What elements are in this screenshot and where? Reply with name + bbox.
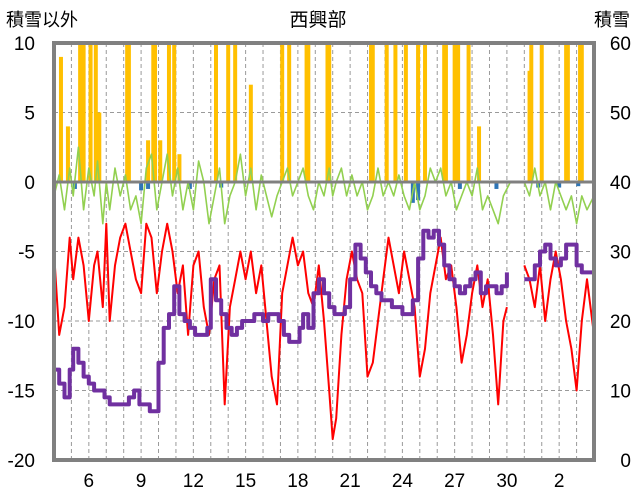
snow_depth-line <box>54 228 509 414</box>
snowfall-bar <box>452 43 457 182</box>
plot-frame <box>52 41 596 462</box>
negative_bar-bar <box>576 182 581 187</box>
left-tick-label: -10 <box>8 312 35 333</box>
left-tick-label: -20 <box>8 451 35 472</box>
x-tick-label: 15 <box>235 471 256 492</box>
snowfall-bar <box>443 43 448 182</box>
negative_bar-bar <box>416 182 421 201</box>
x-tick-label: 18 <box>287 471 308 492</box>
left-tick-label: 0 <box>24 173 35 194</box>
x-tick-label: 24 <box>392 471 414 492</box>
snowfall-bar <box>226 43 231 182</box>
left-axis-ticks: 10 5 0 -5 -10 -15 -20 <box>8 34 35 472</box>
lines-layer <box>53 146 595 441</box>
snowfall-bar <box>97 112 102 182</box>
snowfall-bar <box>565 43 570 182</box>
snowfall-bar <box>393 43 398 182</box>
snowfall-bar <box>466 43 471 182</box>
snowfall-bar <box>177 154 182 182</box>
left-tick-label: -5 <box>18 243 35 264</box>
snowfall-bar <box>158 140 163 182</box>
snowfall-bar <box>370 43 375 182</box>
snowfall-bar <box>416 43 421 182</box>
negative_bar-bar <box>139 182 144 191</box>
right-tick-label: 30 <box>610 243 631 264</box>
snowfall-bar <box>166 43 171 182</box>
right-tick-label: 60 <box>610 34 631 55</box>
snowfall-bar <box>287 43 292 182</box>
snowfall-bar <box>78 43 83 182</box>
x-tick-label: 21 <box>340 471 361 492</box>
negative_bar-bar <box>557 182 562 188</box>
negative_bar-bar <box>494 182 499 189</box>
snowfall-bar <box>81 43 86 182</box>
snow_depth-line <box>524 242 594 282</box>
left-axis-title: 積雪以外 <box>6 10 78 30</box>
bars-layer <box>58 43 584 203</box>
snowfall-bar <box>529 43 534 182</box>
negative_bar-bar <box>187 182 192 189</box>
snowfall-bar <box>403 43 408 182</box>
right-tick-label: 10 <box>610 382 631 403</box>
snowfall-bar <box>539 43 544 182</box>
snowfall-bar <box>58 56 63 182</box>
snowfall-bar <box>280 43 285 182</box>
x-tick-label: 12 <box>183 471 204 492</box>
temp_anomaly-line <box>523 167 595 225</box>
snowfall-bar <box>172 43 177 182</box>
temperature-line <box>53 222 508 441</box>
chart-title: 西興部 <box>289 9 346 31</box>
x-axis-ticks: 6 9 12 15 18 21 24 27 30 2 <box>84 471 565 492</box>
snowfall-bar <box>384 43 389 182</box>
snowfall-bar <box>327 43 332 182</box>
snowfall-bar <box>306 43 311 182</box>
negative_bar-bar <box>146 182 151 189</box>
snowfall-bar <box>126 43 131 182</box>
plot-frame-layer <box>52 41 596 462</box>
right-axis-title: 積雪 <box>594 10 630 30</box>
right-tick-label: 50 <box>610 104 631 125</box>
negative_bar-bar <box>457 182 462 189</box>
x-tick-label: 2 <box>554 471 565 492</box>
temp_anomaly-line <box>53 146 512 225</box>
snowfall-bar <box>88 43 93 182</box>
snowfall-bar <box>456 43 461 182</box>
right-tick-label: 40 <box>610 173 631 194</box>
snowfall-bar <box>248 84 253 182</box>
x-tick-label: 9 <box>136 471 147 492</box>
right-axis-ticks: 60 50 40 30 20 10 0 <box>610 34 631 472</box>
x-tick-label: 30 <box>496 471 517 492</box>
left-tick-label: 5 <box>24 104 35 125</box>
left-tick-label: 10 <box>14 34 35 55</box>
x-tick-label: 27 <box>444 471 465 492</box>
snowfall-bar <box>214 43 218 182</box>
left-tick-label: -15 <box>8 382 35 403</box>
snowfall-bar <box>423 43 428 182</box>
snowfall-bar <box>65 126 70 182</box>
snowfall-bar <box>233 43 238 182</box>
snowfall-bar <box>93 43 98 182</box>
snowfall-bar <box>153 43 158 182</box>
x-tick-label: 6 <box>84 471 95 492</box>
right-tick-label: 0 <box>620 451 631 472</box>
snowfall-bar <box>477 126 482 182</box>
right-tick-label: 20 <box>610 312 631 333</box>
snowfall-bar <box>579 43 584 182</box>
